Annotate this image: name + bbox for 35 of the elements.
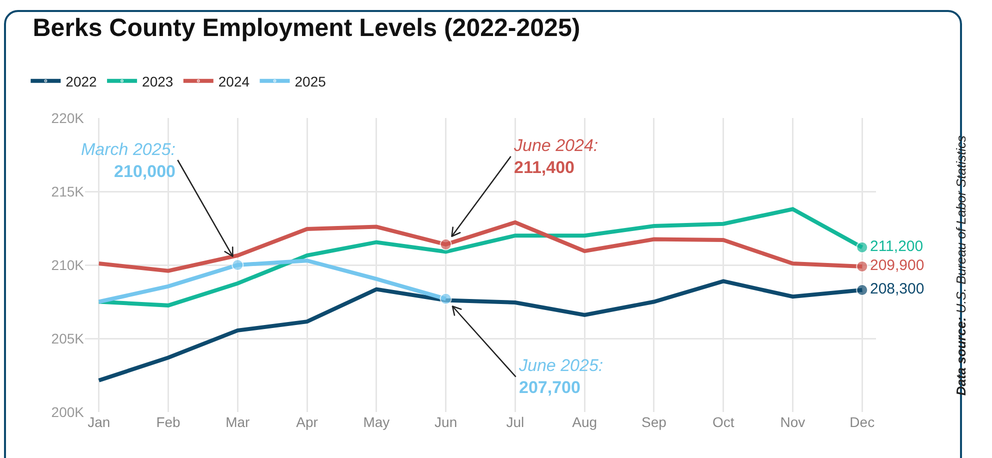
point [856, 284, 868, 296]
data-label: 208,300 [870, 280, 924, 298]
data-label: 211,200 [870, 238, 924, 256]
x-tick-label: Aug [572, 414, 598, 430]
point [232, 259, 244, 271]
x-tick-label: Jul [506, 414, 524, 430]
source-note: Data source: U.S. Bureau of Labor Statistics [954, 135, 969, 396]
x-tick-label: Sep [642, 414, 667, 430]
annotation: June 2024: 211,400 [513, 136, 598, 178]
y-tick-label: 215K [51, 183, 85, 200]
y-tick-label: 200K [51, 404, 85, 420]
x-tick-label: Nov [780, 414, 806, 430]
legend-label: 2023 [142, 73, 174, 90]
annotation: March 2025: 210,000 [81, 140, 176, 182]
point [856, 260, 868, 272]
x-tick-label: May [363, 414, 390, 430]
x-tick-label: Apr [296, 414, 318, 430]
x-tick-label: Mar [226, 414, 250, 430]
point [856, 241, 868, 254]
x-tick-label: Dec [850, 414, 875, 430]
y-tick-label: 220K [51, 110, 85, 126]
x-tick-label: Oct [712, 414, 734, 430]
x-tick-label: Jan [88, 414, 110, 430]
x-tick-label: Feb [156, 414, 181, 430]
legend-label: 2024 [218, 73, 250, 90]
data-label: 209,900 [870, 257, 924, 274]
point [440, 292, 452, 305]
legend-label: 2022 [66, 73, 98, 90]
point [440, 238, 452, 250]
legend-label: 2025 [294, 73, 326, 90]
y-tick-label: 205K [51, 330, 85, 346]
y-tick-label: 210K [51, 256, 85, 273]
annotation: June 2025: 207,700 [518, 356, 604, 398]
x-tick-label: Jun [434, 414, 458, 430]
chart-title: Berks County Employment Levels (2022-2025) [32, 14, 580, 42]
